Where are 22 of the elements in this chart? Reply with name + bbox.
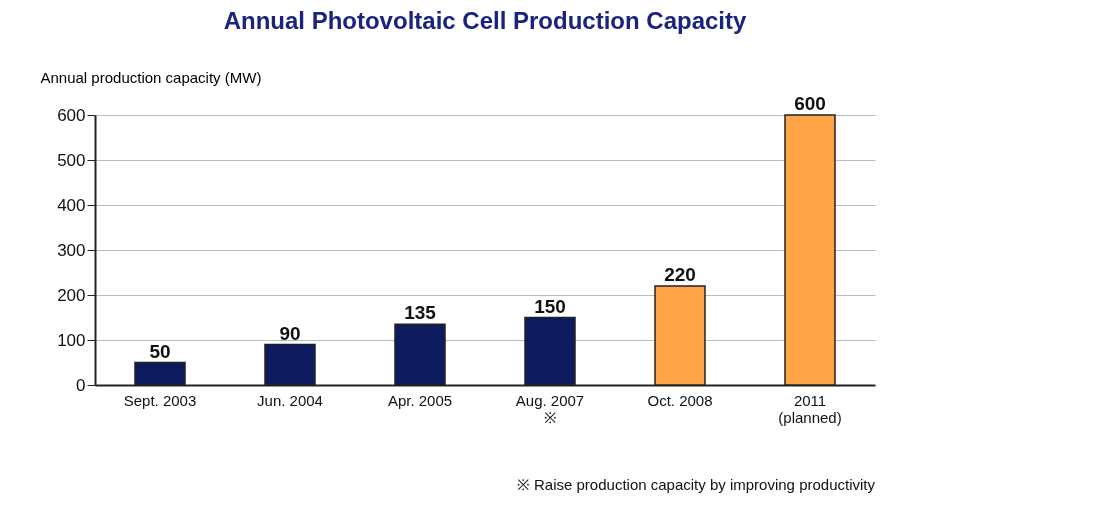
x-tick-label: 2011 (planned) xyxy=(778,391,842,426)
y-tick-label: 500 xyxy=(57,150,86,170)
x-tick-label: Aug. 2007 ※ xyxy=(515,391,585,426)
y-tick-label: 100 xyxy=(57,330,86,350)
x-tick-label: Apr. 2005 xyxy=(387,391,453,409)
data-label: 220 xyxy=(664,264,696,285)
chart-title: Annual Photovoltaic Cell Production Capacity xyxy=(223,7,748,34)
x-tick-label: Sept. 2003 xyxy=(123,391,197,409)
y-tick-label: 600 xyxy=(57,105,86,125)
data-label: 600 xyxy=(794,93,826,114)
y-tick-label: 300 xyxy=(57,240,86,260)
text: ※ Raise production capacity by improving productivity xyxy=(516,476,876,493)
x-tick-label: Oct. 2008 xyxy=(647,391,713,409)
data-label: 150 xyxy=(534,295,566,317)
y-tick-label: 200 xyxy=(57,285,86,305)
x-tick-label: Jun. 2004 xyxy=(257,391,323,409)
data-label: 90 xyxy=(279,322,301,344)
data-label: 50 xyxy=(149,340,171,362)
y-tick-label: 0 xyxy=(76,375,86,395)
y-axis-title: Annual production capacity (MW) xyxy=(40,68,262,86)
data-label: 135 xyxy=(404,302,437,324)
y-tick-label: 400 xyxy=(57,195,86,215)
